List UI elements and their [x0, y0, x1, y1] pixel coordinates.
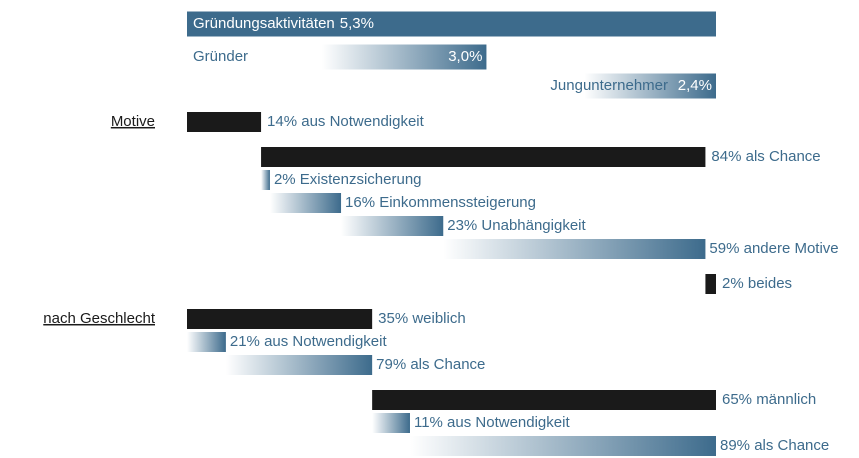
- total-name: Jungunternehmer: [550, 77, 668, 94]
- sub-bar-label: 21% aus Notwendigkeit: [230, 333, 388, 350]
- section-title: nach Geschlecht: [43, 310, 156, 327]
- bar-label: 65% männlich: [722, 391, 816, 408]
- sub-bar-label: 89% als Chance: [720, 437, 829, 454]
- total-bar: [476, 73, 716, 99]
- bar-label: 35% weiblich: [378, 310, 466, 327]
- section-title: Motive: [111, 113, 155, 130]
- total-label: Gründungsaktivitäten 5,3%: [193, 15, 374, 32]
- sub-bar: [372, 413, 410, 433]
- bar: [705, 274, 716, 294]
- sub-bar: [225, 355, 373, 375]
- total-value: 2,4%: [678, 77, 712, 94]
- sub-bar: [443, 239, 706, 259]
- total-name: Gründungsaktivitäten: [193, 15, 335, 32]
- total-value: 5,3%: [340, 15, 374, 32]
- sub-bar: [187, 332, 226, 352]
- sub-bar-label: 16% Einkommenssteigerung: [345, 194, 536, 211]
- sub-bar: [261, 170, 270, 190]
- bar: [372, 390, 716, 410]
- sub-bar-label: 79% als Chance: [376, 356, 485, 373]
- sub-bar: [341, 216, 444, 236]
- bar-label: 14% aus Notwendigkeit: [267, 113, 425, 130]
- sub-bar-label: 59% andere Motive: [709, 240, 838, 257]
- total-name: Gründer: [193, 48, 248, 65]
- bar-label: 2% beides: [722, 275, 792, 292]
- bar-label: 84% als Chance: [711, 148, 820, 165]
- total-bar: [187, 11, 716, 37]
- bar: [261, 147, 706, 167]
- sub-bar-label: 2% Existenzsicherung: [274, 171, 422, 188]
- bar: [187, 112, 262, 132]
- total-value: 3,0%: [448, 48, 482, 65]
- sub-bar-label: 11% aus Notwendigkeit: [414, 414, 570, 431]
- bar: [187, 309, 373, 329]
- total-bar: [187, 44, 487, 70]
- sub-bar: [409, 436, 716, 456]
- sub-bar-label: 23% Unabhängigkeit: [447, 217, 586, 234]
- sub-bar: [269, 193, 342, 213]
